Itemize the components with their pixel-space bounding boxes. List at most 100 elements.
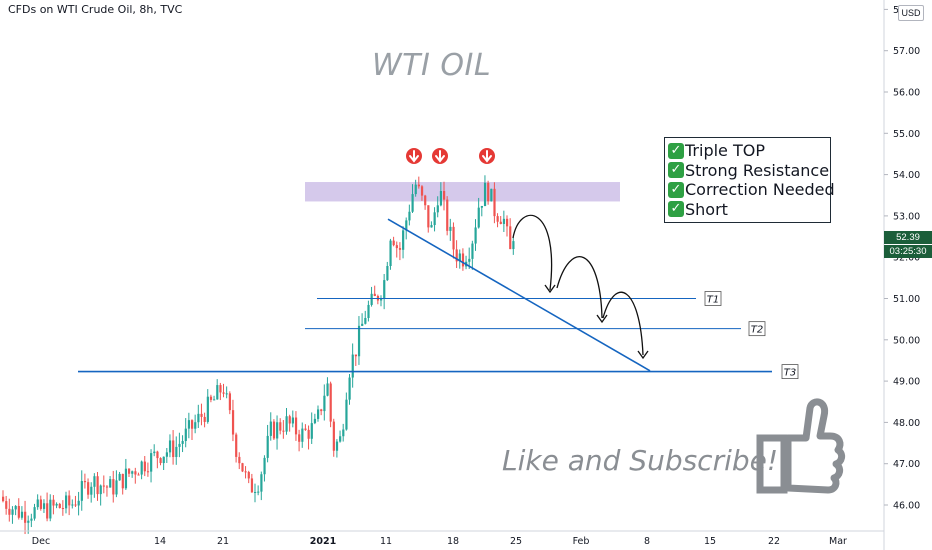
checklist-label: Triple TOP (685, 141, 765, 161)
descending-trendline (387, 218, 651, 372)
candle-body (439, 191, 443, 206)
price-tick-label: 46.00 (893, 501, 920, 512)
checklist-box: ✓ Triple TOP ✓ Strong Resistance ✓ Corre… (664, 137, 835, 223)
candle-body (143, 461, 146, 472)
candle-body (46, 503, 49, 519)
candle-body (285, 416, 288, 432)
candle-body (206, 396, 209, 422)
candle-body (254, 491, 257, 493)
down-arrow-marker-icon (432, 148, 448, 164)
checkmark-icon: ✓ (668, 142, 684, 159)
candle-body (411, 194, 414, 212)
time-tick-label: 11 (380, 536, 392, 547)
candle-body (30, 518, 33, 521)
candle-body (52, 499, 55, 506)
candle-body (509, 226, 512, 250)
candle-body (27, 520, 30, 523)
time-tick-label: 15 (704, 536, 716, 547)
candle-body (159, 458, 162, 464)
candle-body (90, 486, 93, 495)
candle-body (357, 325, 361, 357)
candle-body (172, 440, 175, 458)
candle-body (146, 471, 150, 473)
candle-body (8, 508, 11, 515)
currency-button[interactable]: USD (898, 5, 924, 21)
last-price-label: 52.39 (884, 231, 932, 244)
candle-body (197, 413, 200, 423)
candle-body (326, 383, 329, 396)
candle-body (386, 265, 389, 281)
candle-body (332, 421, 335, 451)
candle-body (36, 499, 39, 508)
candle-body (87, 482, 90, 495)
checklist-item: ✓ Correction Needed (668, 180, 835, 200)
candle-body (414, 184, 417, 195)
price-tick-label: 47.00 (893, 459, 920, 470)
candle-body (96, 476, 99, 495)
checklist-item: ✓ Short (668, 200, 830, 220)
candle-body (260, 474, 263, 492)
candle-body (178, 443, 181, 447)
candle-body (124, 468, 128, 489)
candle-body (222, 392, 225, 394)
candle-body (5, 501, 8, 509)
candle-body (105, 486, 109, 488)
candle-body (219, 385, 222, 393)
candle-body (68, 495, 71, 506)
candle-body (269, 421, 272, 436)
candle-body (165, 452, 168, 457)
time-tick-label: 14 (154, 536, 166, 547)
target-label: T3 (784, 368, 796, 379)
candle-body (115, 480, 118, 495)
candle-body (93, 476, 96, 487)
price-tick-label: 51.00 (893, 294, 920, 305)
candle-body (373, 293, 376, 296)
down-arrow-marker-icon (479, 148, 495, 164)
candle-body (395, 245, 398, 249)
candle-body (187, 420, 191, 429)
candle-body (298, 434, 301, 442)
checklist-label: Correction Needed (685, 180, 835, 200)
checkmark-icon: ✓ (668, 181, 684, 198)
candle-body (17, 505, 20, 518)
time-tick-label: 18 (447, 536, 459, 547)
checklist-label: Short (685, 199, 728, 219)
price-tick-label: 48.00 (893, 418, 920, 429)
candle-body (272, 421, 276, 439)
candle-body (348, 377, 351, 400)
checklist-label: Strong Resistance (685, 160, 830, 180)
candle-body (361, 323, 364, 326)
down-arrow-marker-icon (406, 148, 422, 164)
candle-body (228, 393, 231, 411)
candle-body (279, 422, 282, 431)
candle-body (20, 511, 24, 518)
candle-body (65, 495, 68, 509)
time-tick-label: 8 (644, 536, 650, 547)
candle-body (83, 481, 87, 483)
candle-body (77, 500, 80, 506)
candle-body (304, 428, 307, 430)
resistance-zone (305, 182, 620, 202)
candle-body (181, 440, 184, 444)
candle-body (405, 220, 408, 231)
time-tick-label: Dec (32, 536, 50, 547)
candle-body (436, 205, 439, 213)
time-tick-label: 2021 (310, 536, 336, 547)
candle-body (156, 451, 159, 459)
candles (2, 175, 515, 535)
candle-body (490, 188, 493, 202)
time-tick-label: Feb (573, 536, 590, 547)
candle-body (49, 499, 52, 519)
candle-body (499, 221, 502, 224)
symbol-title: CFDs on WTI Crude Oil, 8h, TVC (8, 3, 183, 16)
candle-body (257, 491, 260, 493)
candle-body (471, 243, 474, 259)
candle-body (335, 441, 339, 451)
candle-body (408, 211, 411, 221)
candle-body (487, 182, 490, 202)
price-tick-label: 56.00 (893, 88, 920, 99)
candle-body (263, 457, 266, 475)
price-tick-label: 55.00 (893, 129, 920, 140)
candle-body (310, 423, 313, 439)
